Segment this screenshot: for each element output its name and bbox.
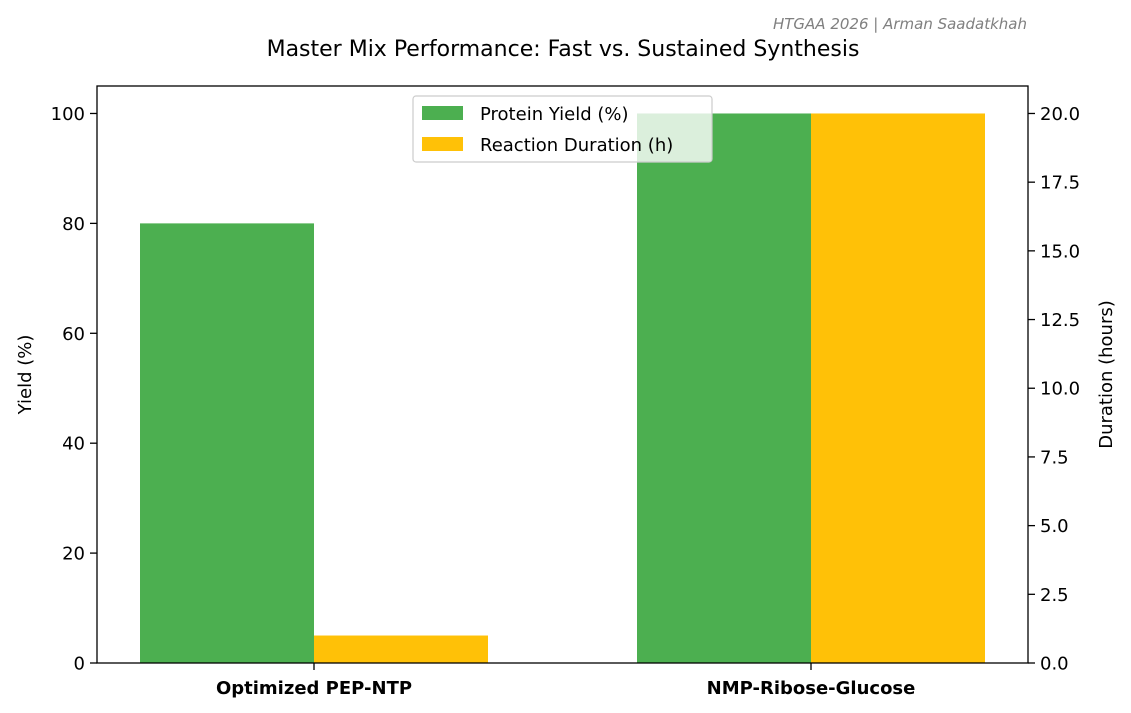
y2-tick-label: 5.0 — [1040, 516, 1069, 537]
y2-tick-label: 17.5 — [1040, 173, 1080, 194]
bar-yield-1 — [637, 113, 811, 663]
x-category-label: NMP-Ribose-Glucose — [707, 678, 916, 699]
y-tick-label: 0 — [74, 654, 85, 675]
bar-duration-1 — [811, 113, 985, 663]
legend-label-duration: Reaction Duration (h) — [480, 135, 673, 156]
legend-box — [412, 95, 713, 163]
y2-tick-label: 15.0 — [1040, 241, 1080, 262]
y-tick-label: 40 — [62, 434, 85, 455]
bar-duration-0 — [314, 635, 488, 663]
credit-text: HTGAA 2026 | Arman Saadatkhah — [773, 15, 1027, 33]
y-tick-label: 60 — [62, 324, 85, 345]
y-axis-label: Yield (%) — [15, 335, 36, 416]
y2-tick-label: 10.0 — [1040, 379, 1080, 400]
y2-tick-label: 7.5 — [1040, 447, 1069, 468]
plot-frame — [96, 85, 1029, 664]
legend-label-yield: Protein Yield (%) — [480, 104, 629, 125]
y-tick-label: 80 — [62, 214, 85, 235]
y-tick-label: 100 — [51, 104, 85, 125]
legend: Protein Yield (%) Reaction Duration (h) — [412, 95, 713, 163]
y2-tick-label: 20.0 — [1040, 104, 1080, 125]
bar-yield-0 — [140, 223, 314, 663]
y2-tick-label: 2.5 — [1040, 585, 1069, 606]
y-tick-label: 20 — [62, 544, 85, 565]
legend-swatch-yield — [422, 106, 463, 120]
legend-swatch-duration — [422, 137, 463, 151]
chart-title: Master Mix Performance: Fast vs. Sustain… — [267, 37, 860, 62]
y2-axis-label: Duration (hours) — [1096, 300, 1117, 449]
y2-tick-label: 12.5 — [1040, 310, 1080, 331]
y2-tick-label: 0.0 — [1040, 654, 1069, 675]
x-category-label: Optimized PEP-NTP — [216, 678, 412, 699]
